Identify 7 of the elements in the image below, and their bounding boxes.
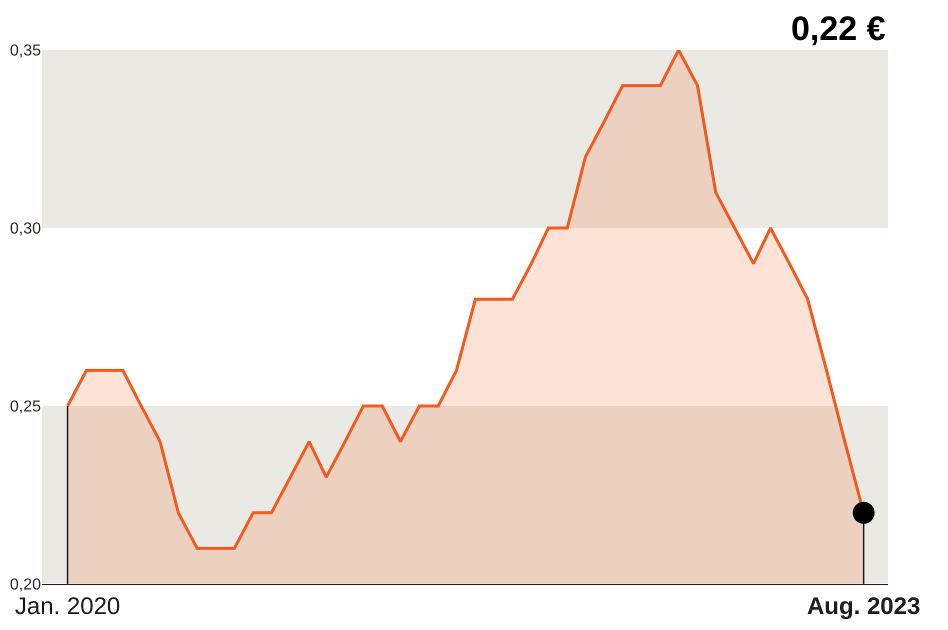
text: 0,22 €	[791, 10, 886, 48]
y-tick-label: 0,25	[10, 398, 42, 416]
x-tick-label: Aug. 2023	[806, 592, 920, 620]
y-tick-label: 0,35	[10, 42, 42, 60]
x-tick-label: Jan. 2020	[14, 592, 120, 620]
y-tick-label: 0,30	[10, 220, 42, 238]
y-tick-label: 0,20	[10, 576, 42, 594]
